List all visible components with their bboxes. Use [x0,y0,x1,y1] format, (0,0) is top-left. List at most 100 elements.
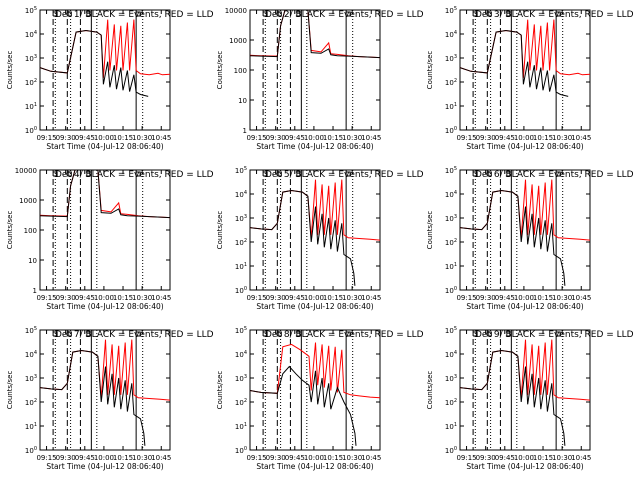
y-tick-label: 103 [25,54,37,63]
x-tick-label: 10:30 [552,454,572,462]
x-tick-label: 10:15 [323,294,343,302]
events-series-line [249,365,357,446]
x-tick-label: 10:45 [151,134,171,142]
x-axis-label: Start Time (04-Jul-12 08:06:40) [46,462,163,471]
x-tick-label: 10:45 [571,294,591,302]
events-series-line [459,349,566,446]
interval-bracket [136,11,141,17]
interval-bracket [85,331,91,337]
x-tick-label: 09:45 [495,294,515,302]
interval-bracket [295,171,301,177]
interval-bracket [85,171,91,177]
x-tick-label: 09:30 [266,134,286,142]
interval-bracket [67,331,72,337]
x-tick-label: 10:45 [361,454,381,462]
x-tick-label: 10:15 [533,294,553,302]
interval-bracket [505,171,511,177]
x-tick-label: 09:15 [456,294,476,302]
y-tick-label: 100 [25,126,37,135]
interval-bracket [346,11,351,17]
detector-panel-9: Det 9/ BLACK = Events, RED = LLD 100 101 10… [426,326,634,471]
x-tick-label: 09:30 [476,454,496,462]
events-series-line [249,189,356,286]
y-tick-label: 105 [235,166,247,175]
y-tick-label: 100 [445,126,457,135]
x-tick-label: 09:30 [56,294,76,302]
interval-bracket [277,171,282,177]
y-tick-label: 104 [25,350,37,359]
x-axis-label: Start Time (04-Jul-12 08:06:40) [466,142,583,151]
y-tick-label: 10000 [225,7,247,15]
interval-bracket [295,11,301,17]
y-tick-label: 100 [234,67,247,75]
x-tick-label: 10:15 [323,134,343,142]
interval-bracket [277,11,282,17]
y-tick-label: 104 [445,190,457,199]
interval-bracket [136,171,141,177]
x-tick-label: 10:15 [323,454,343,462]
x-tick-label: 09:30 [56,134,76,142]
y-tick-label: 102 [445,398,457,407]
detector-panel-8: Det 8/ BLACK = Events, RED = LLD 100 101 10… [216,326,424,471]
y-tick-label: 10 [28,257,37,265]
y-axis-label: Counts/sec [426,371,434,410]
x-axis-label: Start Time (04-Jul-12 08:06:40) [466,302,583,311]
interval-bracket [263,11,268,17]
y-tick-label: 104 [235,350,247,359]
x-tick-label: 10:00 [94,134,114,142]
y-axis-label: Counts/sec [426,211,434,250]
x-tick-label: 10:00 [94,454,114,462]
x-tick-label: 09:45 [285,454,305,462]
y-tick-label: 100 [235,286,247,295]
x-axis-label: Start Time (04-Jul-12 08:06:40) [466,462,583,471]
x-tick-label: 10:30 [552,134,572,142]
y-tick-label: 102 [445,238,457,247]
y-tick-label: 105 [445,326,457,335]
x-tick-label: 10:00 [514,454,534,462]
y-tick-label: 101 [25,422,37,431]
x-tick-label: 10:30 [132,134,152,142]
y-tick-label: 10000 [15,167,37,175]
x-tick-label: 09:30 [56,454,76,462]
y-tick-label: 101 [445,422,457,431]
detector-panel-6: Det 6/ BLACK = Events, RED = LLD 100 101 10… [426,166,634,311]
x-tick-label: 10:45 [361,134,381,142]
interval-bracket [556,171,561,177]
x-tick-label: 09:45 [75,294,95,302]
plot-frame [459,169,591,291]
y-tick-label: 103 [235,374,247,383]
y-tick-label: 105 [445,6,457,15]
x-tick-label: 10:00 [304,134,324,142]
interval-bracket [263,171,268,177]
y-tick-label: 105 [445,166,457,175]
plot-frame [459,329,591,451]
interval-bracket [53,11,58,17]
panel-title: Det 9/ BLACK = Events, RED = LLD [475,330,634,340]
y-tick-label: 101 [25,102,37,111]
y-tick-label: 103 [235,214,247,223]
x-axis-label: Start Time (04-Jul-12 08:06:40) [46,302,163,311]
x-tick-label: 10:00 [304,454,324,462]
x-tick-label: 10:00 [514,294,534,302]
x-tick-label: 09:45 [75,134,95,142]
detector-panel-4: Det 4/ BLACK = Events, RED = LLD 1 10 100 10… [6,167,214,311]
y-tick-label: 100 [445,286,457,295]
x-tick-label: 10:30 [342,134,362,142]
x-tick-label: 10:45 [361,294,381,302]
interval-bracket [556,11,561,17]
interval-bracket [487,171,492,177]
panel-title: Det 2/ BLACK = Events, RED = LLD [265,10,424,20]
x-tick-label: 10:30 [342,454,362,462]
events-series-line [39,29,149,97]
x-tick-label: 10:15 [113,134,133,142]
x-tick-label: 10:30 [552,294,572,302]
interval-bracket [346,171,351,177]
interval-bracket [505,331,511,337]
y-tick-label: 103 [445,374,457,383]
y-tick-label: 100 [235,446,247,455]
events-series-line [39,349,146,446]
x-tick-label: 10:30 [342,294,362,302]
y-tick-label: 1000 [19,197,37,205]
interval-bracket [473,171,478,177]
interval-bracket [487,331,492,337]
